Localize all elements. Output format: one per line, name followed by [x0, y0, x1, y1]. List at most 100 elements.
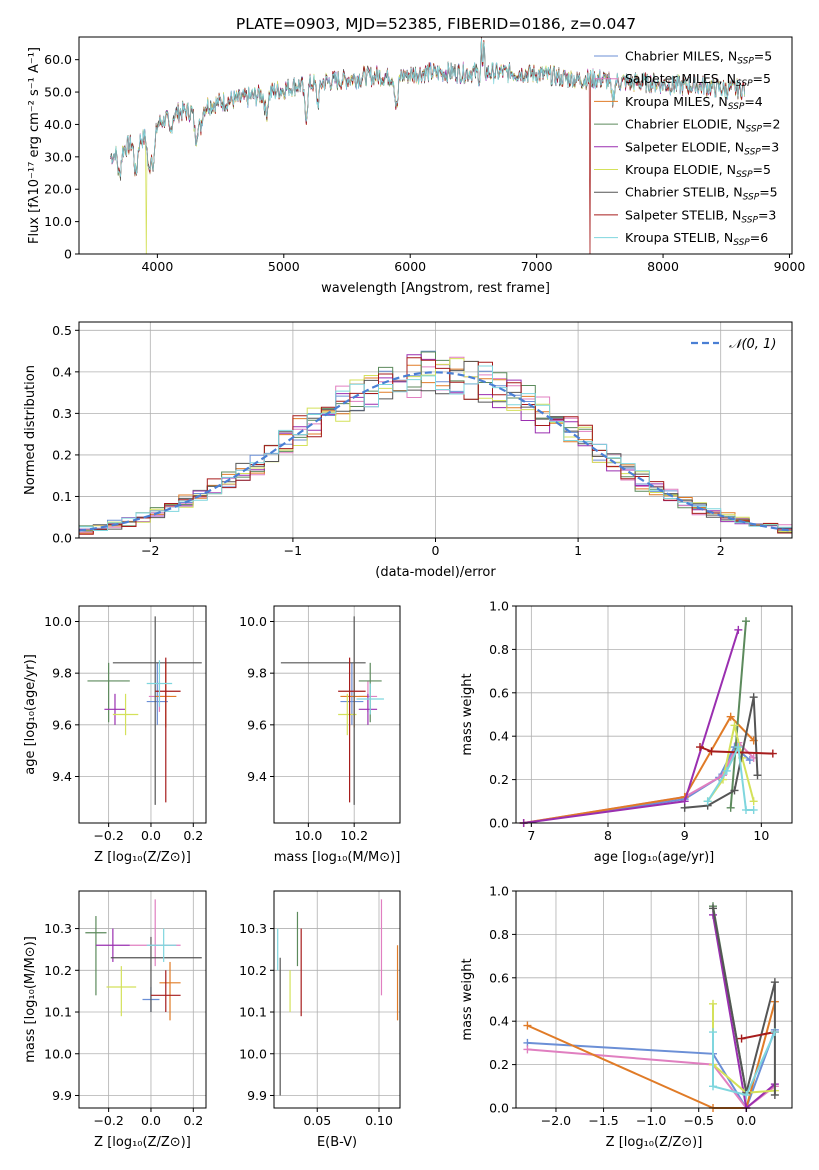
weight-line-salpeter_elodie [523, 629, 740, 824]
y-tick-label: 0.5 [52, 323, 72, 338]
y-tick-label: 60.0 [44, 52, 72, 67]
y-tick-label: 9.9 [247, 1088, 267, 1103]
weight-marker-chabrier_stelib [730, 786, 739, 795]
y-tick-label: 0 [64, 247, 72, 262]
y-tick-label: 10.2 [44, 963, 72, 978]
x-axis-label: E(B-V) [317, 1135, 357, 1150]
legend-label: Chabrier MILES, N [625, 49, 737, 64]
y-tick-label: 0.2 [489, 772, 509, 787]
y-tick-label: 30.0 [44, 149, 72, 164]
legend-label: Kroupa STELIB, N [625, 230, 733, 245]
errorbar-salpeter_stelib [338, 657, 366, 803]
x-tick-label: 4000 [141, 259, 173, 274]
y-tick-label: 1.0 [489, 599, 509, 614]
errorbar-chabrier_miles [340, 662, 364, 725]
weight-marker-kroupa_stelib [722, 766, 731, 775]
y-axis-label: mass weight [460, 673, 475, 755]
x-axis-label: wavelength [Angstrom, rest frame] [321, 281, 550, 296]
errorbar-chabrier_elodie [85, 916, 107, 996]
legend-sub: SSP [736, 170, 753, 180]
x-axis-label: mass [log₁₀(M/M⊙)] [274, 850, 401, 865]
weight-line-chabrier_elodie [729, 621, 747, 808]
y-axis-label: mass [log₁₀(M/M⊙)] [23, 936, 38, 1063]
x-tick-label: −0.2 [93, 828, 123, 843]
x-tick-label: −2 [141, 543, 159, 558]
x-tick-label: −1 [284, 543, 302, 558]
legend-suffix: =5 [753, 71, 771, 86]
legend-entry-chabrier_miles: Chabrier MILES, NSSP=5 [625, 49, 772, 67]
legend-entry-kroupa_stelib: Kroupa STELIB, NSSP=6 [625, 230, 768, 248]
plot-area-age_vs_Z [87, 616, 202, 805]
weight-line-chabrier_miles [523, 745, 751, 824]
y-axis-label: mass weight [460, 958, 475, 1040]
weight-marker-kroupa_elodie [749, 797, 758, 806]
legend-sub: SSP [728, 102, 745, 112]
panel-age_vs_Z: −0.2 0.0 0.2 9.4 9.6 9.8 10.0 Z [log₁₀(Z/Z⊙)] ag… [23, 605, 207, 865]
y-tick-label: 10.1 [239, 1005, 267, 1020]
weight-marker-kroupa_stelib [742, 1090, 751, 1099]
legend-entry-chabrier_elodie: Chabrier ELODIE, NSSP=2 [625, 117, 780, 135]
errorbar-kroupa_elodie [112, 693, 139, 736]
x-tick-label: 0.0 [141, 1113, 161, 1128]
x-tick-label: 10.2 [340, 828, 368, 843]
y-tick-label: 9.6 [52, 717, 72, 732]
y-tick-label: 10.2 [239, 963, 267, 978]
plot-area-mass_vs_Z [85, 899, 202, 1021]
y-axis-label: Flux [fλ10⁻¹⁷ erg cm⁻² s⁻¹ A⁻¹] [27, 47, 42, 244]
x-tick-label: 0.0 [736, 1113, 756, 1128]
x-tick-label: 1 [574, 543, 582, 558]
x-tick-label: −0.5 [684, 1113, 714, 1128]
weight-line-kroupa_stelib [712, 1031, 776, 1097]
y-tick-label: 40.0 [44, 117, 72, 132]
panel-weight_vs_age: 7 8 9 10 0.0 0.2 0.4 0.6 0.8 1.0 age [log₁₀(age/yr… [460, 599, 793, 865]
x-tick-label: 0.10 [365, 1113, 393, 1128]
x-tick-label: 0 [432, 543, 440, 558]
weight-marker-kroupa_elodie [709, 999, 718, 1008]
weight-marker-kroupa_miles [726, 712, 735, 721]
y-tick-label: 10.0 [44, 614, 72, 629]
y-tick-label: 0.6 [489, 970, 509, 985]
plot-area-weight_vs_Z [523, 902, 779, 1112]
weight-marker-salpeter_stelib [696, 743, 704, 752]
axes-frame [515, 605, 793, 824]
errorbar-kroupa_miles [159, 961, 181, 1021]
plot-area-spectrum [110, 37, 746, 254]
y-tick-label: 0.4 [52, 364, 72, 379]
x-tick-label: −1.5 [588, 1113, 618, 1128]
errorbar-kroupa_stelib [146, 928, 177, 962]
weight-marker-salpeter_stelib [707, 747, 716, 756]
panel-residual_hist: −2 −1 0 1 2 0.0 0.1 0.2 0.3 0.4 0.5 (data-model)/er… [23, 321, 793, 580]
legend-entry-kroupa_miles: Kroupa MILES, NSSP=4 [625, 94, 763, 112]
legend-suffix: =5 [759, 185, 777, 200]
y-tick-label: 0.3 [52, 406, 72, 421]
errorbar-chabrier_stelib [280, 616, 366, 805]
x-tick-label: −1.0 [636, 1113, 666, 1128]
legend-suffix: =4 [744, 94, 762, 109]
legend-label: Kroupa ELODIE, N [625, 162, 736, 177]
weight-marker-chabrier_stelib [709, 904, 718, 913]
axes-frame [78, 890, 207, 1109]
y-tick-label: 50.0 [44, 85, 72, 100]
y-tick-label: 1.0 [489, 884, 509, 899]
axes-frame [78, 605, 207, 824]
spectrum-line-kroupa_stelib [110, 38, 746, 177]
weight-marker-kroupa_stelib [709, 1028, 718, 1037]
hist-step-kroupa_stelib [79, 365, 792, 536]
x-tick-label: 0.2 [183, 1113, 203, 1128]
legend-suffix: =6 [750, 230, 768, 245]
legend-entry-salpeter_miles: Salpeter MILES, NSSP=5 [625, 71, 771, 89]
legend-suffix: =5 [754, 49, 772, 64]
legend-entry-chabrier_stelib: Chabrier STELIB, NSSP=5 [625, 185, 778, 203]
y-axis-label: age [log₁₀(age/yr)] [23, 654, 38, 775]
y-tick-label: 10.0 [44, 214, 72, 229]
x-tick-label: 8 [604, 828, 612, 843]
panel-age_vs_mass: 10.0 10.2 9.4 9.6 9.8 10.0 mass [log₁₀(M/M⊙)] [239, 605, 401, 865]
weight-marker-kroupa_stelib [749, 805, 758, 814]
legend-sub: SSP [741, 215, 758, 225]
errorbar-chabrier_elodie [87, 662, 130, 723]
axes-frame [78, 36, 793, 255]
y-tick-label: 0.2 [489, 1057, 509, 1072]
legend-label: Salpeter ELODIE, N [625, 139, 744, 154]
legend-sub: SSP [743, 193, 760, 203]
